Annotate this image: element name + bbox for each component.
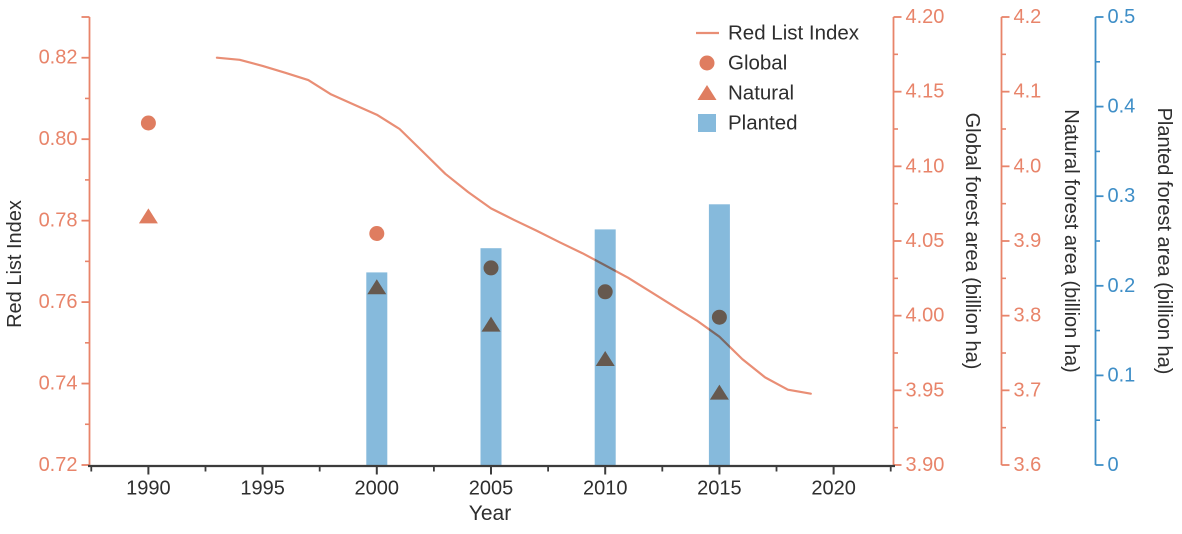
global-axis-title: Global forest area (billion ha)	[961, 113, 983, 370]
rli-line-path	[215, 56, 812, 395]
tick-label: 3.95	[906, 379, 945, 401]
rli-axis: 0.82 0.80 0.78 0.76 0.74 0.72	[39, 16, 91, 476]
tick-label: 0.72	[39, 454, 78, 476]
global-point	[483, 260, 499, 276]
global-axis: 4.20 4.15 4.10 4.05 4.00 3.95 3.90	[892, 6, 945, 476]
tick-label: 2010	[583, 478, 628, 500]
tick-label: 4.1	[1014, 81, 1042, 103]
x-axis: 1990 1995 2000 2005 2010 2015 2020	[88, 464, 895, 500]
tick-label: 4.0	[1014, 155, 1042, 177]
tick-label: 3.7	[1014, 379, 1042, 401]
global-point	[597, 284, 613, 300]
tick-label: 1995	[240, 478, 285, 500]
planted-axis-title: Planted forest area (billion ha)	[1153, 108, 1175, 375]
global-point	[711, 309, 727, 325]
tick-label: 2005	[469, 478, 514, 500]
legend-triangle-sample	[697, 85, 717, 100]
tick-label: 0.2	[1108, 275, 1136, 297]
tick-label: 0.76	[39, 291, 78, 313]
tick-label: 0.74	[39, 373, 78, 395]
legend-label-natural: Natural	[728, 82, 794, 105]
natural-point	[595, 351, 615, 366]
scatter-markers-layer	[138, 115, 729, 400]
legend-circle-sample	[699, 55, 715, 71]
planted-bars-layer	[366, 204, 730, 468]
legend-label-global: Global	[728, 52, 787, 75]
tick-label: 4.05	[906, 230, 945, 252]
tick-label: 2020	[811, 478, 856, 500]
tick-label: 0.78	[39, 210, 78, 232]
tick-label: 4.15	[906, 81, 945, 103]
left-axis-title: Red List Index	[4, 200, 26, 328]
legend: Red List Index Global Natural Planted	[696, 22, 860, 135]
tick-label: 3.6	[1014, 454, 1042, 476]
tick-label: 2015	[697, 478, 742, 500]
natural-axis-title: Natural forest area (billion ha)	[1060, 109, 1082, 372]
tick-label: 3.9	[1014, 230, 1042, 252]
tick-label: 3.8	[1014, 305, 1042, 327]
tick-label: 0.4	[1108, 96, 1136, 118]
x-axis-title: Year	[469, 502, 511, 525]
tick-label: 3.90	[906, 454, 945, 476]
global-point	[369, 226, 385, 241]
tick-label: 0	[1108, 454, 1119, 476]
natural-point	[481, 316, 501, 332]
tick-label: 4.20	[906, 6, 945, 28]
tick-label: 2000	[355, 478, 400, 500]
global-point	[140, 115, 156, 131]
tick-label: 0.82	[39, 47, 78, 69]
tick-label: 4.10	[906, 155, 945, 177]
axes-layer: 0.820.800.780.760.740.724.204.154.104.05…	[39, 6, 1136, 500]
legend-label-red-list-index: Red List Index	[728, 22, 860, 45]
natural-point	[367, 279, 387, 295]
tick-label: 1990	[126, 478, 171, 500]
natural-axis: 4.2 4.1 4.0 3.9 3.8 3.7 3.6	[1000, 6, 1042, 476]
legend-square-sample	[698, 114, 716, 132]
planted-bar	[366, 272, 388, 467]
planted-bar	[480, 248, 502, 467]
tick-label: 0.5	[1108, 6, 1136, 28]
rli-line-layer	[215, 56, 812, 395]
tick-label: 0.1	[1108, 364, 1136, 386]
natural-point	[709, 384, 729, 400]
planted-axis: 0.5 0.4 0.3 0.2 0.1 0	[1094, 6, 1136, 476]
natural-point	[138, 208, 158, 224]
tick-label: 4.00	[906, 305, 945, 327]
legend-label-planted: Planted	[728, 112, 798, 135]
tick-label: 0.80	[39, 128, 78, 150]
tick-label: 4.2	[1014, 6, 1042, 28]
legend-symbols	[696, 31, 719, 132]
tick-label: 0.3	[1108, 185, 1136, 207]
